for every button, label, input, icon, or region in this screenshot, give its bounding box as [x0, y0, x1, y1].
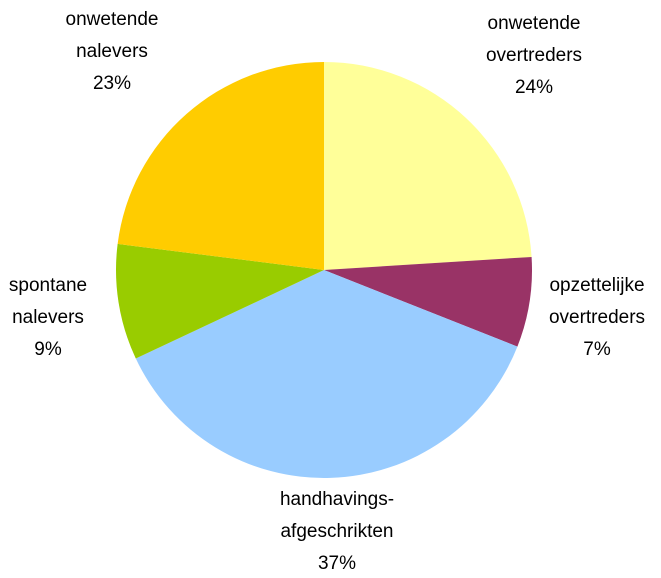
slice-label: opzettelijke overtreders 7% — [549, 270, 645, 366]
value-label: 37% — [317, 553, 357, 574]
pie-slice — [115, 243, 324, 359]
category-label: handhavings- afgeschrikten — [279, 489, 395, 542]
pie-slice — [324, 62, 532, 270]
slice-label: handhavings- afgeschrikten 37% — [280, 484, 394, 578]
value-label: 23% — [92, 73, 132, 94]
category-label: onwetende overtreders — [485, 13, 583, 66]
category-label: spontane nalevers — [8, 275, 88, 328]
slice-label: onwetende nalevers 23% — [66, 4, 159, 100]
pie-slice — [117, 61, 325, 271]
category-label: opzettelijke overtreders — [548, 275, 646, 328]
pie-slice — [135, 270, 518, 478]
slice-label: spontane nalevers 9% — [9, 270, 87, 366]
value-label: 7% — [583, 339, 611, 360]
pie-slice — [324, 256, 532, 347]
value-label: 9% — [34, 339, 62, 360]
category-label: onwetende nalevers — [65, 9, 159, 62]
slice-label: onwetende overtreders 24% — [486, 8, 582, 104]
value-label: 24% — [514, 77, 554, 98]
